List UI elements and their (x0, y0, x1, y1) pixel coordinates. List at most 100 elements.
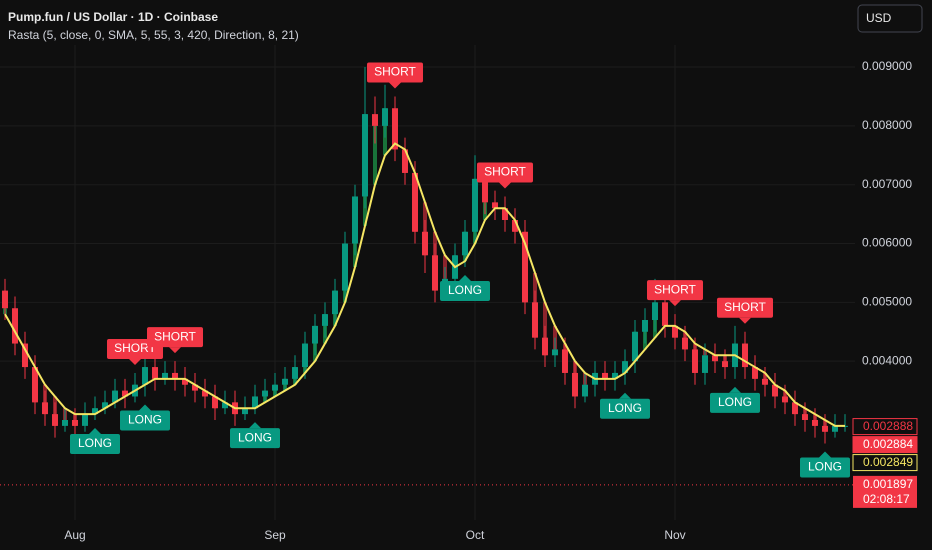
signal-box (647, 280, 703, 301)
candle-body (62, 420, 68, 426)
candle-body (552, 349, 558, 356)
signal-label: SHORT (484, 165, 526, 179)
currency-button[interactable] (857, 4, 923, 33)
indicator-label: Rasta (5, close, 0, SMA, 5, 55, 3, 420, … (8, 28, 299, 42)
candle-body (292, 367, 298, 379)
candle-body (682, 337, 688, 350)
candle-body (362, 114, 368, 197)
candle-body (822, 425, 828, 432)
signal-pointer (729, 386, 741, 393)
candle-body (712, 355, 718, 362)
price-marker-label: 0.002884 (863, 437, 913, 451)
signal-label: LONG (238, 430, 272, 444)
candle-body (612, 372, 618, 379)
candle-body (252, 396, 258, 409)
candle-body (472, 178, 478, 232)
candle-body (102, 402, 108, 409)
candle-body (272, 384, 278, 391)
candle-body (572, 372, 578, 397)
candle-body (542, 337, 548, 356)
signal-pointer (459, 275, 471, 282)
candle-body (172, 372, 178, 379)
candle-body (742, 343, 748, 368)
signal-box (600, 398, 650, 419)
candle-body (322, 314, 328, 326)
signal-box (147, 327, 203, 348)
signal-pointer (819, 451, 831, 458)
candle-body (182, 378, 188, 385)
candle-body (562, 349, 568, 373)
candle-body (502, 208, 508, 220)
candle-body (782, 396, 788, 403)
candle-body (532, 302, 538, 338)
candle-body (372, 114, 378, 126)
signal-box (800, 457, 850, 478)
candle-body (302, 343, 308, 368)
candle-body (662, 302, 668, 326)
signal-box (367, 62, 423, 83)
signal-box (710, 392, 760, 413)
y-tick-label: 0.005000 (862, 295, 912, 309)
candle-body (122, 390, 128, 397)
candle-body (422, 231, 428, 256)
candle-body (722, 361, 728, 368)
y-tick-label: 0.009000 (862, 59, 912, 73)
signal-label: LONG (128, 413, 162, 427)
candle-body (812, 420, 818, 426)
signal-pointer (249, 422, 261, 429)
x-tick-label: Nov (664, 528, 685, 542)
last-price-box (853, 475, 917, 508)
candle-body (632, 331, 638, 362)
candle-body (32, 367, 38, 403)
signal-box (120, 410, 170, 431)
candle-body (192, 384, 198, 391)
candle-body (602, 372, 608, 379)
price-marker (852, 454, 918, 472)
last-price-label: 0.001897 (863, 477, 913, 491)
signal-pointer (139, 404, 151, 411)
signal-box (440, 281, 490, 302)
candle-body (512, 220, 518, 232)
candle-body (222, 402, 228, 409)
candle-body (492, 202, 498, 209)
x-tick-label: Sep (264, 528, 286, 542)
candle-body (642, 320, 648, 332)
candle-body (402, 149, 408, 173)
candle-body (242, 408, 248, 415)
candle-body (212, 396, 218, 409)
candle-body (832, 425, 838, 432)
candle-body (2, 290, 8, 309)
signal-label: LONG (448, 283, 482, 297)
signal-pointer (739, 317, 751, 324)
signal-pointer (169, 347, 181, 354)
y-tick-label: 0.007000 (862, 177, 912, 191)
candle-body (462, 231, 468, 256)
y-tick-label: 0.006000 (862, 236, 912, 250)
signal-pointer (669, 300, 681, 307)
signal-label: LONG (718, 395, 752, 409)
price-marker-label: 0.002888 (863, 419, 913, 433)
signal-box (717, 297, 773, 318)
candle-body (772, 384, 778, 397)
signal-label: SHORT (654, 282, 696, 296)
candle-body (162, 372, 168, 379)
countdown-label: 02:08:17 (863, 492, 910, 506)
x-tick-label: Aug (64, 528, 85, 542)
plot: LONG SHORT LONG SHORT LONG SHORT LONG SHORT LONG… (0, 45, 855, 520)
candle-body (622, 361, 628, 373)
candle-body (202, 390, 208, 397)
candle-body (762, 378, 768, 385)
candle-body (312, 325, 318, 344)
candle-body (42, 402, 48, 415)
candle-body (522, 231, 528, 303)
chart-title: Pump.fun / US Dollar · 1D · Coinbase (8, 10, 218, 24)
y-tick-label: 0.004000 (862, 353, 912, 367)
candle-body (82, 414, 88, 426)
price-marker (852, 436, 918, 454)
signal-label: SHORT (374, 65, 416, 79)
price-marker-label: 0.002849 (863, 455, 913, 469)
currency-label[interactable]: USD (866, 11, 892, 25)
